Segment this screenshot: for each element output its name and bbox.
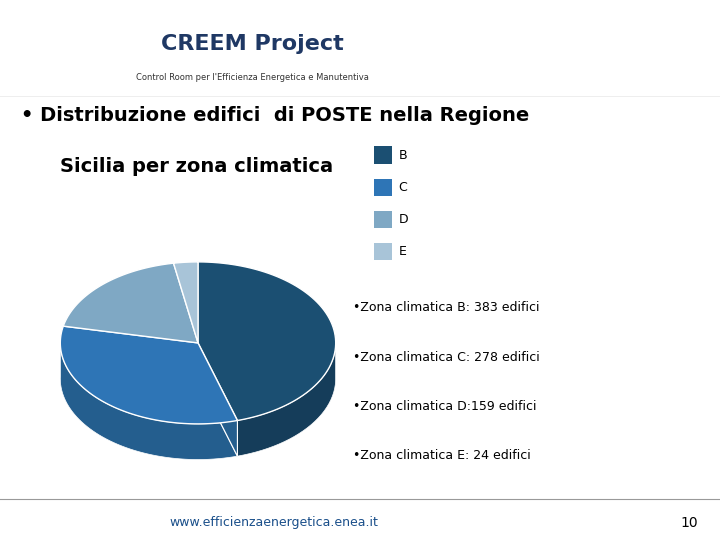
Text: Sicilia per zona climatica: Sicilia per zona climatica bbox=[60, 157, 333, 176]
Text: CREEM Project: CREEM Project bbox=[161, 33, 343, 54]
Text: D: D bbox=[399, 213, 408, 226]
FancyBboxPatch shape bbox=[374, 242, 392, 260]
Text: •Zona climatica C: 278 edifici: •Zona climatica C: 278 edifici bbox=[353, 350, 539, 363]
Text: C: C bbox=[399, 181, 408, 194]
Text: • Distribuzione edifici  di POSTE nella Regione: • Distribuzione edifici di POSTE nella R… bbox=[22, 106, 530, 125]
Polygon shape bbox=[60, 340, 238, 460]
Text: •Zona climatica B: 383 edifici: •Zona climatica B: 383 edifici bbox=[353, 301, 539, 314]
Polygon shape bbox=[60, 326, 238, 424]
Polygon shape bbox=[63, 263, 198, 343]
Polygon shape bbox=[198, 343, 238, 456]
FancyBboxPatch shape bbox=[374, 211, 392, 228]
Polygon shape bbox=[198, 262, 336, 421]
Polygon shape bbox=[174, 262, 198, 343]
Text: •Zona climatica D:159 edifici: •Zona climatica D:159 edifici bbox=[353, 400, 536, 413]
Text: •Zona climatica E: 24 edifici: •Zona climatica E: 24 edifici bbox=[353, 449, 531, 462]
Text: B: B bbox=[399, 149, 408, 162]
Polygon shape bbox=[238, 341, 336, 456]
Text: 10: 10 bbox=[681, 516, 698, 530]
Text: www.efficienzaenergetica.enea.it: www.efficienzaenergetica.enea.it bbox=[169, 516, 378, 530]
FancyBboxPatch shape bbox=[374, 146, 392, 164]
Polygon shape bbox=[198, 343, 238, 456]
Text: E: E bbox=[399, 245, 407, 258]
FancyBboxPatch shape bbox=[374, 179, 392, 197]
Text: Control Room per l'Efficienza Energetica e Manutentiva: Control Room per l'Efficienza Energetica… bbox=[135, 73, 369, 82]
